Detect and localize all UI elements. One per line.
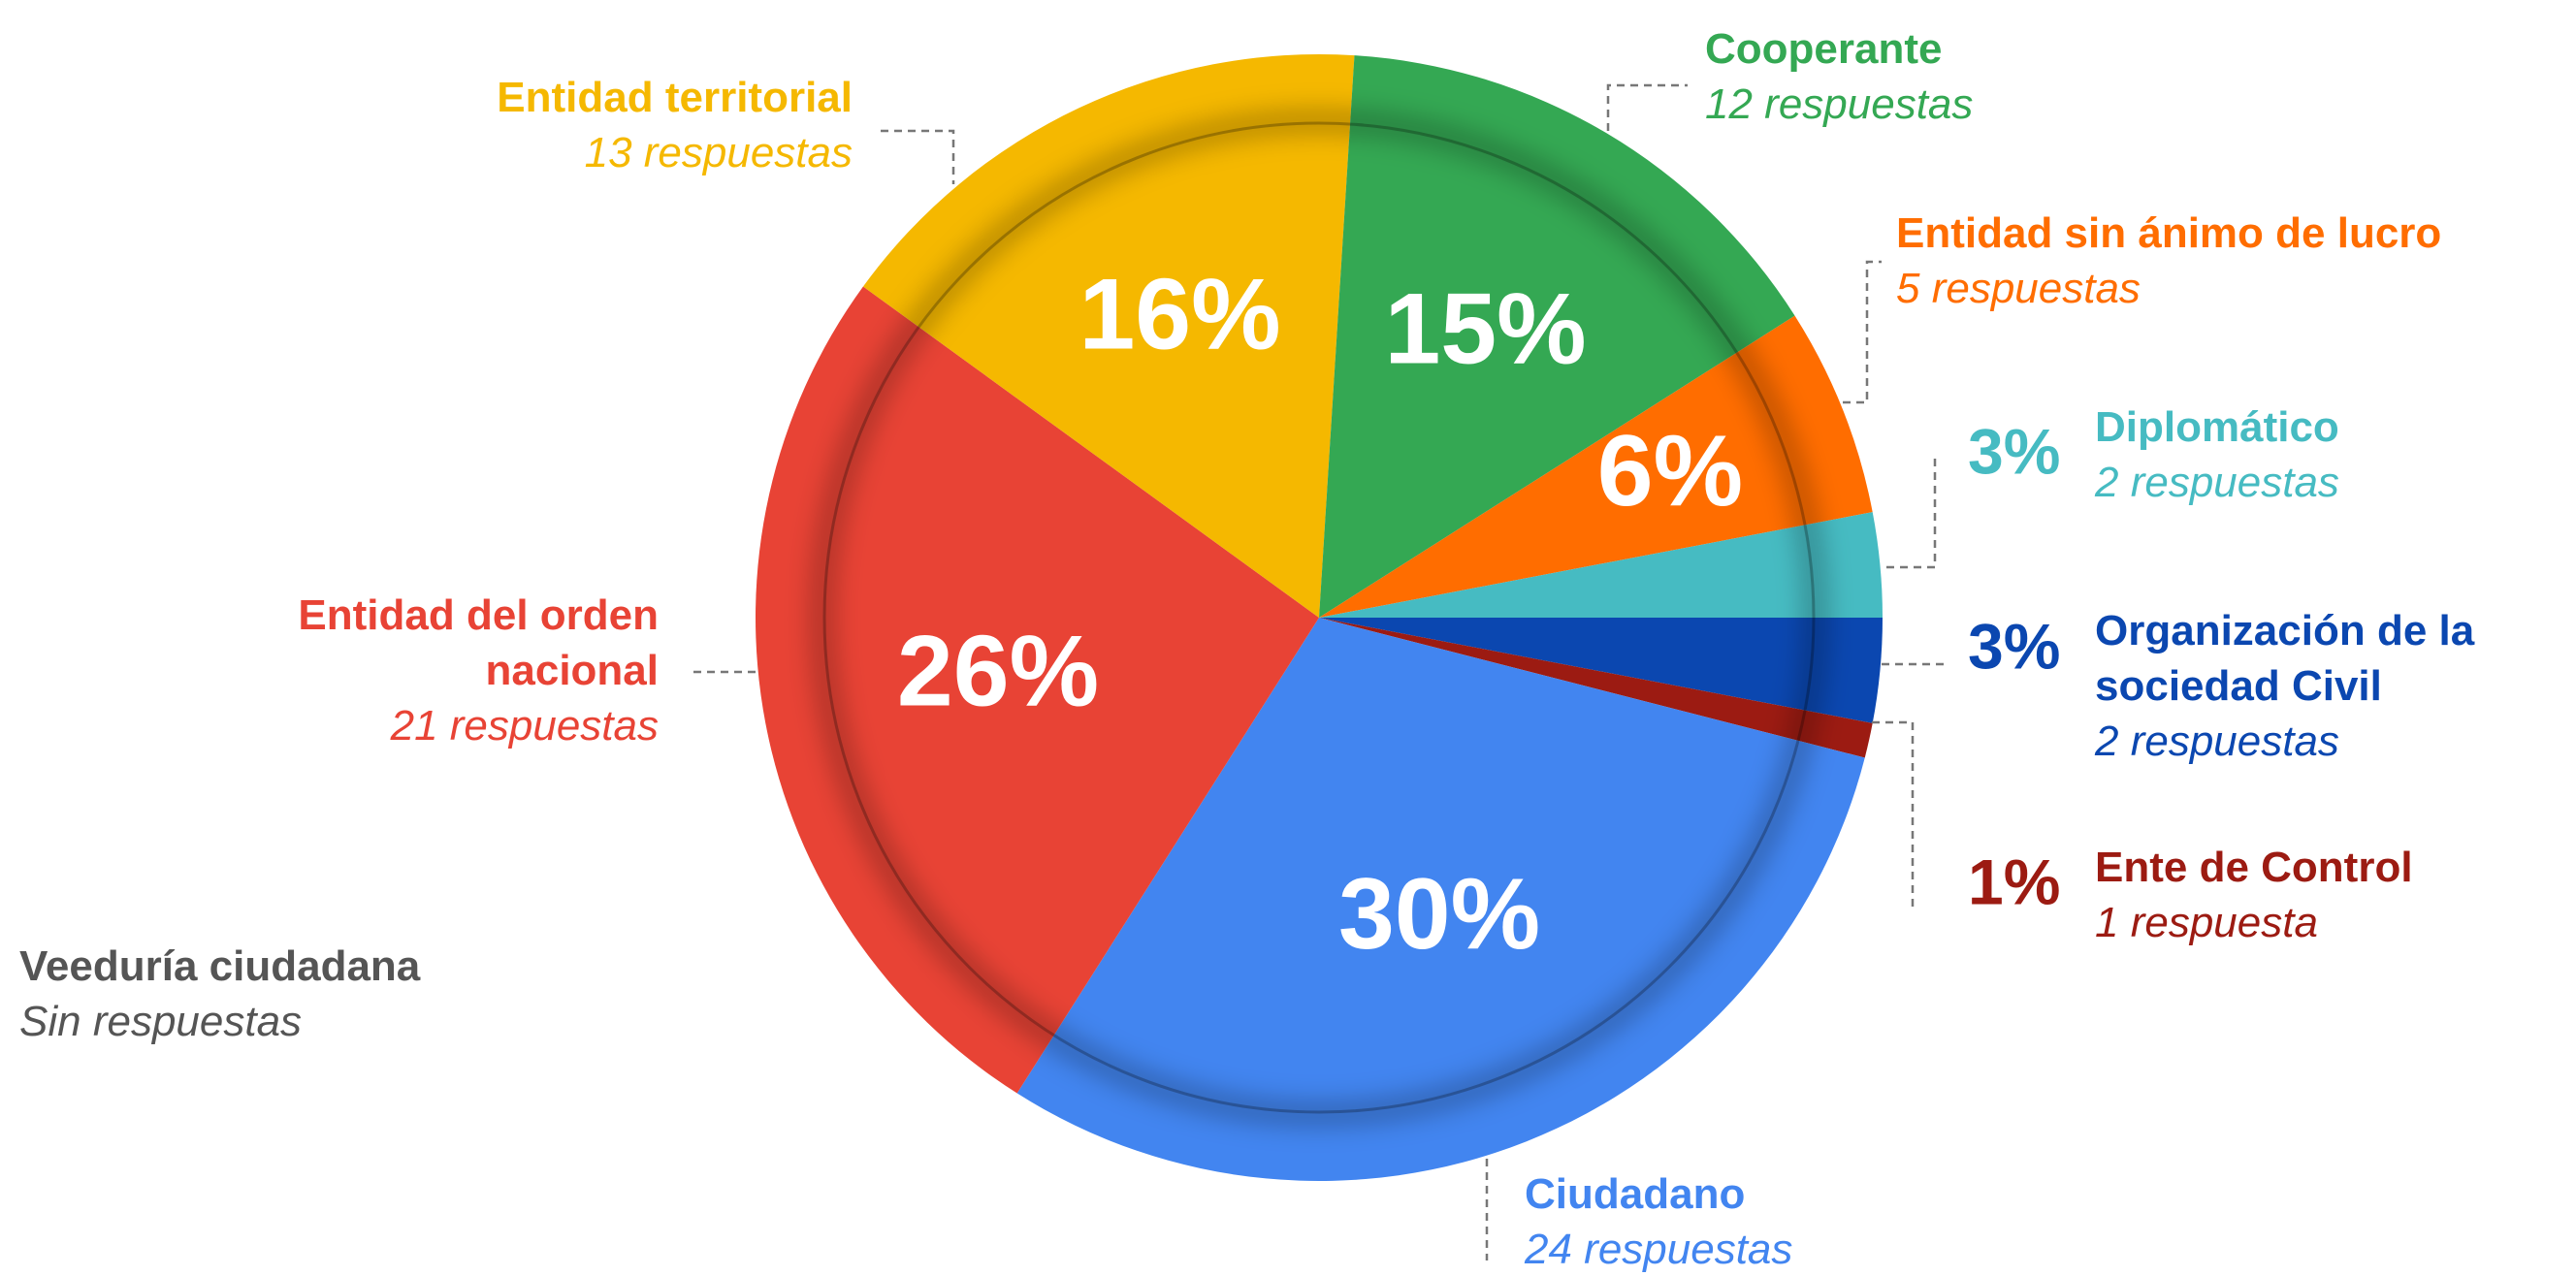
percent-label: 16% xyxy=(1079,259,1280,371)
category-label: Organización de la sociedad Civil 2 respu… xyxy=(2095,603,2551,770)
category-name: Ente de Control xyxy=(2095,844,2413,891)
category-detail: 2 respuestas xyxy=(2095,459,2339,507)
pie-slice xyxy=(1319,315,1873,618)
category-name: Entidad del orden nacional xyxy=(298,591,659,695)
category-detail: 12 respuestas xyxy=(1705,80,1974,129)
leader-line xyxy=(1843,260,1882,404)
pie-slice xyxy=(1319,618,1883,723)
category-name: Entidad sin ánimo de lucro xyxy=(1896,209,2442,257)
category-label: Entidad sin ánimo de lucro 5 respuestas xyxy=(1896,206,2575,316)
inner-shadow xyxy=(814,112,1824,1123)
category-label: Diplomático 2 respuestas xyxy=(2095,399,2551,510)
percent-label: 1% xyxy=(1968,845,2060,917)
percent-label: 30% xyxy=(1338,858,1540,971)
pie-slice xyxy=(862,54,1355,619)
category-label: Cooperante 12 respuestas xyxy=(1705,21,2481,132)
pie-slice xyxy=(1319,618,1873,758)
category-name: Cooperante xyxy=(1705,25,1943,73)
category-detail: 13 respuestas xyxy=(584,129,853,177)
category-label: Entidad territorial 13 respuestas xyxy=(174,70,853,180)
category-detail: 5 respuestas xyxy=(1896,265,2141,313)
category-label: Ente de Control 1 respuesta xyxy=(2095,840,2551,950)
category-name: Entidad territorial xyxy=(497,74,853,121)
leader-line xyxy=(1606,83,1688,131)
category-label: Veeduría ciudadana Sin respuestas xyxy=(19,939,698,1049)
pie-slice xyxy=(1016,618,1865,1181)
percent-label: 15% xyxy=(1384,272,1586,385)
category-label: Ciudadano 24 respuestas xyxy=(1525,1166,2204,1276)
category-detail: 2 respuestas xyxy=(2095,718,2339,766)
pie-slice xyxy=(1319,512,1883,618)
leader-line xyxy=(881,129,955,184)
category-detail: 24 respuestas xyxy=(1525,1226,1793,1274)
category-detail: Sin respuestas xyxy=(19,998,303,1046)
category-detail: 1 respuesta xyxy=(2095,899,2318,947)
category-name: Ciudadano xyxy=(1525,1170,1746,1218)
pie-slice xyxy=(1319,55,1795,618)
inner-ring xyxy=(822,121,1816,1114)
category-detail: 21 respuestas xyxy=(390,702,659,750)
percent-label: 3% xyxy=(1968,415,2060,487)
category-name: Veeduría ciudadana xyxy=(19,942,421,990)
category-label: Entidad del orden nacional 21 respuestas xyxy=(193,588,659,754)
percent-label: 3% xyxy=(1968,610,2060,682)
percent-label: 6% xyxy=(1597,415,1743,527)
leader-line xyxy=(1872,720,1915,911)
category-name: Diplomático xyxy=(2095,403,2339,451)
leader-line xyxy=(1886,456,1937,569)
percent-label: 26% xyxy=(897,616,1099,728)
category-name: Organización de la sociedad Civil xyxy=(2095,607,2475,711)
